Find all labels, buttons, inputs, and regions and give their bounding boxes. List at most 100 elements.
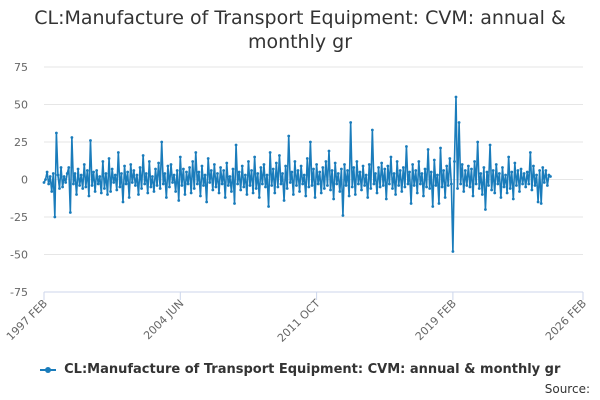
data-point-53: [124, 182, 128, 186]
data-point-202: [355, 160, 359, 163]
data-point-216: [377, 166, 380, 169]
x-tick-label-3: 2019 FEB: [413, 297, 459, 343]
data-point-209: [366, 196, 370, 199]
data-point-7: [53, 215, 57, 219]
data-point-144: [265, 173, 269, 177]
data-point-324: [544, 169, 548, 172]
data-point-222: [386, 164, 390, 168]
data-point-106: [206, 157, 210, 160]
data-point-211: [369, 187, 373, 190]
data-point-136: [253, 155, 257, 159]
data-point-56: [129, 163, 133, 166]
data-point-208: [364, 173, 368, 177]
data-point-57: [130, 181, 134, 184]
data-point-134: [250, 169, 253, 172]
data-point-171: [307, 185, 311, 189]
data-point-2: [45, 170, 49, 174]
data-point-243: [418, 182, 422, 186]
x-tick-label-4: 2026 FEB: [543, 297, 589, 343]
data-point-110: [212, 163, 216, 166]
legend-label: CL:Manufacture of Transport Equipment: C…: [64, 362, 561, 377]
data-point-232: [401, 166, 405, 169]
data-point-310: [522, 172, 526, 175]
data-point-177: [316, 182, 320, 186]
data-point-95: [189, 191, 193, 195]
data-point-196: [346, 169, 349, 172]
data-point-186: [330, 169, 334, 172]
data-point-241: [415, 191, 419, 195]
data-point-163: [295, 184, 298, 187]
data-point-80: [166, 164, 170, 168]
data-point-254: [436, 173, 439, 177]
y-tick-label-1: 50: [14, 99, 28, 112]
data-point-253: [434, 184, 438, 187]
data-point-13: [62, 175, 66, 178]
data-point-258: [442, 169, 445, 172]
data-point-22: [76, 167, 80, 171]
data-point-323: [542, 181, 546, 184]
data-point-60: [135, 173, 139, 177]
data-point-311: [524, 185, 528, 189]
data-point-269: [459, 182, 463, 186]
data-point-125: [236, 182, 240, 186]
series-line-0: [43, 96, 552, 253]
data-point-79: [164, 196, 168, 199]
data-point-265: [453, 160, 456, 163]
data-point-170: [305, 157, 309, 160]
data-point-166: [299, 164, 303, 168]
data-point-259: [443, 196, 447, 199]
data-point-205: [360, 188, 363, 192]
y-tick-label-2: 25: [14, 136, 28, 149]
data-point-116: [222, 169, 226, 172]
data-point-197: [347, 194, 351, 198]
data-point-93: [186, 182, 190, 186]
data-point-276: [470, 167, 473, 171]
data-point-11: [59, 166, 63, 169]
data-point-72: [154, 167, 157, 171]
data-point-145: [267, 205, 270, 208]
data-point-8: [54, 131, 58, 135]
data-point-113: [217, 191, 221, 195]
data-point-234: [405, 145, 408, 148]
data-point-132: [247, 160, 250, 163]
data-point-261: [446, 184, 450, 187]
data-point-26: [82, 163, 86, 166]
data-point-203: [357, 182, 360, 186]
data-point-218: [380, 161, 384, 165]
data-point-248: [426, 148, 430, 151]
data-point-287: [487, 184, 490, 187]
data-point-49: [118, 185, 122, 189]
data-point-160: [290, 170, 294, 174]
data-point-244: [420, 172, 424, 175]
data-point-44: [110, 167, 114, 171]
data-point-296: [501, 166, 504, 169]
data-point-182: [324, 160, 328, 163]
data-point-31: [90, 184, 94, 187]
data-point-65: [143, 182, 147, 186]
data-point-54: [126, 170, 130, 174]
data-point-142: [262, 163, 266, 166]
data-point-322: [541, 166, 545, 169]
data-point-71: [152, 190, 156, 193]
data-point-91: [183, 193, 187, 196]
data-point-239: [412, 184, 416, 187]
data-point-97: [192, 187, 196, 190]
data-point-327: [549, 175, 552, 178]
data-point-105: [205, 200, 209, 204]
data-point-15: [65, 172, 69, 175]
data-point-10: [58, 187, 61, 190]
data-point-289: [490, 188, 494, 192]
data-point-23: [78, 184, 82, 187]
chart-title-line-1: CL:Manufacture of Transport Equipment: C…: [34, 7, 566, 29]
data-point-282: [479, 172, 483, 175]
legend[interactable]: CL:Manufacture of Transport Equipment: C…: [0, 362, 600, 377]
data-point-84: [172, 173, 176, 177]
data-point-90: [182, 167, 185, 171]
data-point-154: [281, 172, 284, 175]
data-point-247: [425, 185, 428, 189]
data-point-164: [296, 169, 300, 172]
data-point-87: [177, 199, 181, 202]
data-point-325: [545, 184, 549, 187]
data-point-195: [344, 184, 348, 187]
data-point-215: [375, 191, 379, 195]
